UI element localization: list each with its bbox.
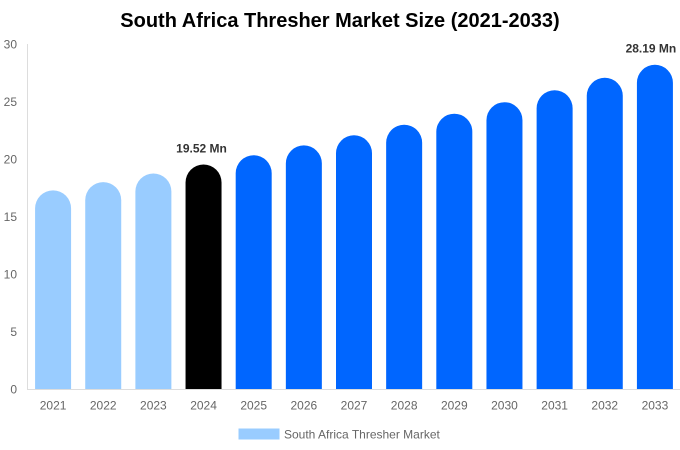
svg-text:2023: 2023: [140, 399, 167, 413]
svg-text:0: 0: [10, 382, 17, 396]
svg-text:2027: 2027: [341, 399, 368, 413]
svg-text:South Africa Thresher Market S: South Africa Thresher Market Size (2021-…: [120, 10, 559, 32]
svg-text:2021: 2021: [40, 399, 67, 413]
svg-text:2024: 2024: [190, 399, 217, 413]
svg-text:South Africa Thresher Market: South Africa Thresher Market: [284, 428, 441, 442]
svg-text:25: 25: [4, 95, 18, 109]
svg-text:28.19 Mn: 28.19 Mn: [626, 41, 677, 55]
svg-text:2025: 2025: [240, 399, 267, 413]
svg-text:15: 15: [4, 210, 18, 224]
svg-text:2022: 2022: [90, 399, 117, 413]
svg-text:30: 30: [4, 37, 18, 51]
svg-text:20: 20: [4, 152, 18, 166]
svg-text:2028: 2028: [391, 399, 418, 413]
svg-text:2031: 2031: [541, 399, 568, 413]
svg-text:2026: 2026: [290, 399, 317, 413]
svg-text:2029: 2029: [441, 399, 468, 413]
svg-text:19.52 Mn: 19.52 Mn: [176, 142, 227, 156]
svg-text:2030: 2030: [491, 399, 518, 413]
svg-text:5: 5: [10, 325, 17, 339]
svg-text:2033: 2033: [642, 399, 669, 413]
svg-text:2032: 2032: [591, 399, 618, 413]
svg-text:10: 10: [4, 267, 18, 281]
